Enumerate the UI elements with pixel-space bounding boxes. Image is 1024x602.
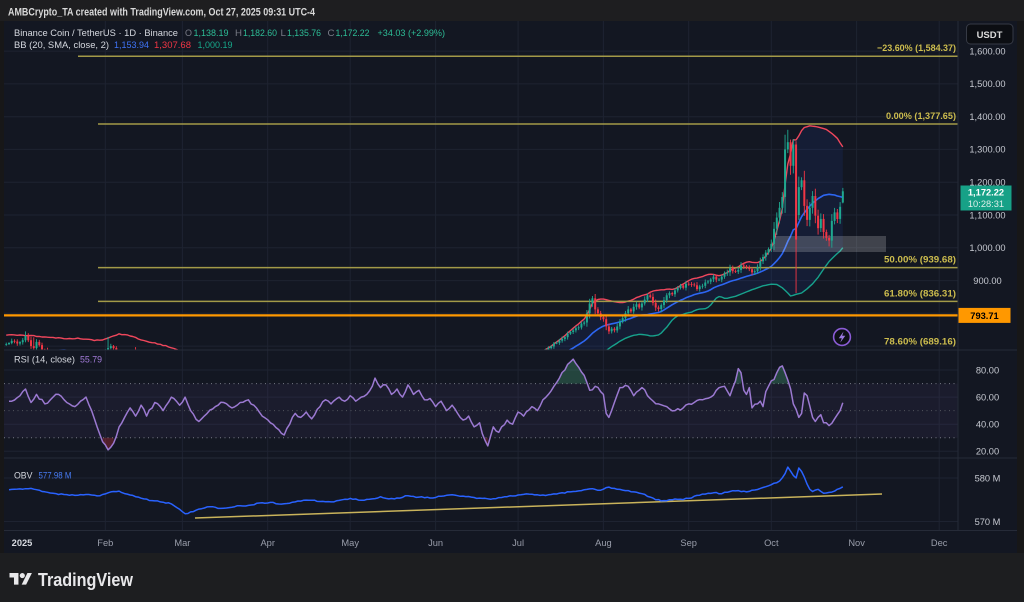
svg-text:40.00: 40.00 [976, 420, 999, 430]
svg-text:1,200.00: 1,200.00 [969, 178, 1005, 188]
svg-text:O: O [185, 28, 192, 38]
svg-text:1,182.60: 1,182.60 [243, 28, 277, 38]
svg-text:1,400.00: 1,400.00 [969, 112, 1005, 122]
svg-text:1,153.94: 1,153.94 [114, 40, 149, 50]
svg-text:0.00% (1,377.65): 0.00% (1,377.65) [886, 111, 956, 122]
svg-text:1,000.19: 1,000.19 [198, 40, 233, 50]
svg-text:1,172.22: 1,172.22 [968, 188, 1004, 198]
svg-text:L: L [281, 28, 287, 38]
svg-text:−23.60% (1,584.37): −23.60% (1,584.37) [877, 43, 956, 54]
svg-text:H: H [235, 28, 242, 38]
svg-text:Dec: Dec [931, 538, 948, 548]
svg-text:Feb: Feb [97, 538, 113, 548]
svg-text:1,307.68: 1,307.68 [154, 40, 191, 50]
svg-text:Sep: Sep [680, 538, 697, 548]
svg-text:50.00% (939.68): 50.00% (939.68) [884, 255, 956, 266]
svg-text:60.00: 60.00 [976, 392, 999, 402]
svg-text:1,138.19: 1,138.19 [194, 28, 229, 38]
svg-text:Oct: Oct [764, 538, 779, 548]
svg-text:Binance Coin / TetherUS · 1D ·: Binance Coin / TetherUS · 1D · Binance [14, 28, 178, 38]
svg-text:AMBCrypto_TA created with Trad: AMBCrypto_TA created with TradingView.co… [8, 6, 315, 18]
svg-text:1,500.00: 1,500.00 [969, 79, 1005, 89]
svg-text:RSI (14, close): RSI (14, close) [14, 354, 75, 364]
svg-text:1,172.22: 1,172.22 [336, 28, 370, 38]
svg-text:78.60% (689.16): 78.60% (689.16) [884, 337, 956, 348]
svg-text:May: May [341, 538, 359, 548]
svg-text:Apr: Apr [260, 538, 274, 548]
svg-text:55.79: 55.79 [80, 354, 102, 364]
svg-text:1,600.00: 1,600.00 [969, 46, 1005, 56]
svg-text:Aug: Aug [595, 538, 612, 548]
svg-text:80.00: 80.00 [976, 365, 999, 375]
svg-text:C: C [328, 28, 336, 38]
svg-text:900.00: 900.00 [973, 276, 1001, 286]
svg-text:2025: 2025 [12, 538, 33, 548]
svg-text:20.00: 20.00 [976, 447, 999, 457]
svg-text:577.98 M: 577.98 M [39, 471, 72, 481]
svg-text:1,135.76: 1,135.76 [287, 28, 321, 38]
svg-text:1,300.00: 1,300.00 [969, 145, 1005, 155]
svg-text:10:28:31: 10:28:31 [968, 199, 1004, 209]
svg-text:BB (20, SMA, close, 2): BB (20, SMA, close, 2) [14, 40, 109, 50]
svg-text:Jul: Jul [512, 538, 524, 548]
svg-text:OBV: OBV [14, 471, 33, 481]
svg-text:1,100.00: 1,100.00 [969, 210, 1005, 220]
svg-text:Jun: Jun [428, 538, 443, 548]
svg-text:580 M: 580 M [975, 473, 1001, 483]
svg-text:USDT: USDT [977, 30, 1003, 41]
svg-text:TradingView: TradingView [38, 569, 134, 590]
svg-text:793.71: 793.71 [970, 311, 998, 321]
svg-text:1,000.00: 1,000.00 [969, 243, 1005, 253]
svg-text:61.80% (836.31): 61.80% (836.31) [884, 288, 956, 299]
svg-text:+34.03 (+2.99%): +34.03 (+2.99%) [378, 28, 446, 38]
svg-text:Nov: Nov [848, 538, 865, 548]
svg-text:Mar: Mar [174, 538, 190, 548]
svg-text:570 M: 570 M [975, 517, 1001, 527]
